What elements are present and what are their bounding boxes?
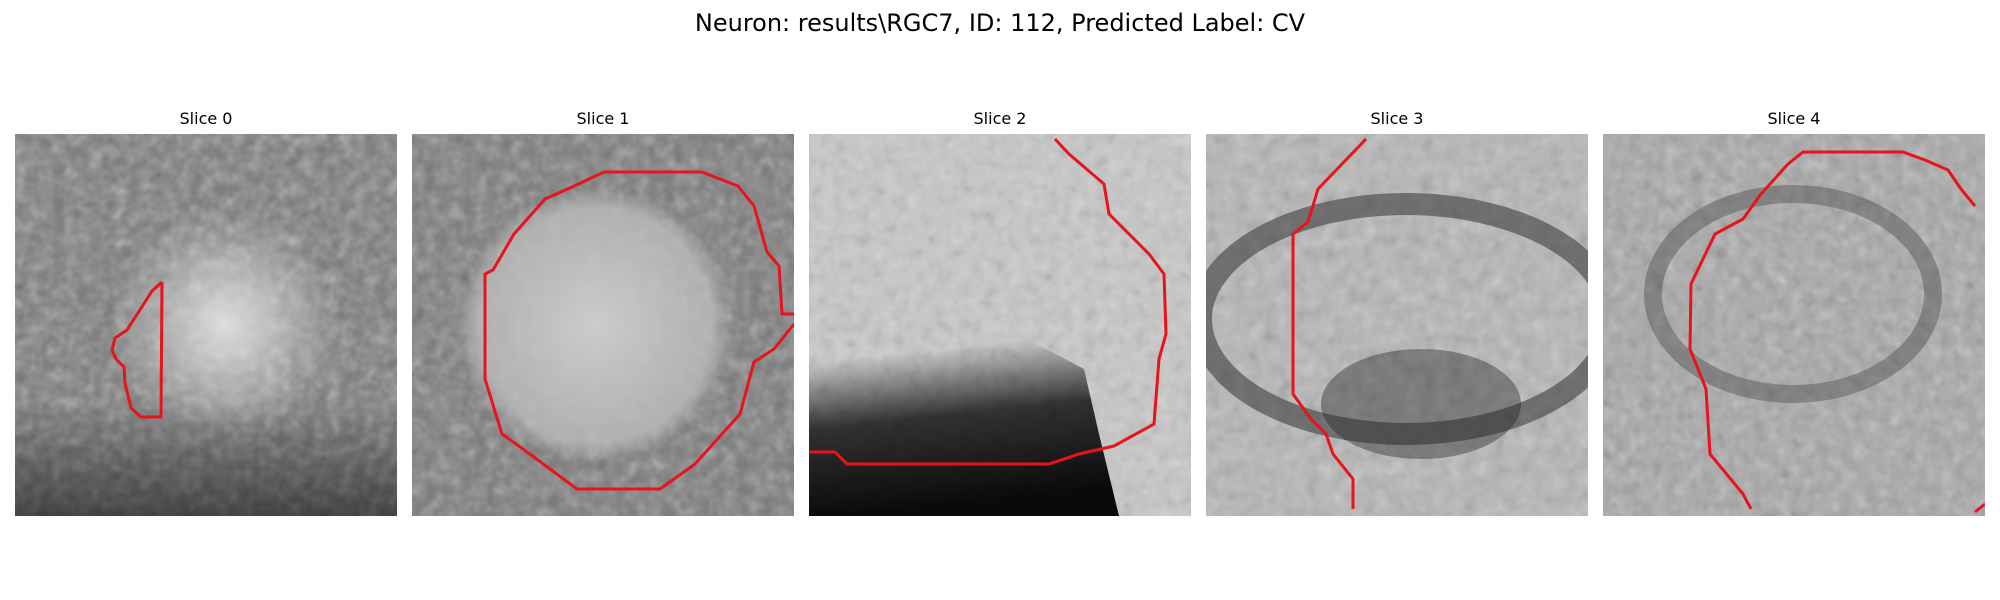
slice-4-contour-edge xyxy=(1974,502,1985,514)
slice-1-image xyxy=(412,134,794,516)
slice-3-dark-core xyxy=(1321,349,1521,459)
slice-0-image xyxy=(15,134,397,516)
slice-3-panel xyxy=(1206,134,1588,516)
slice-0-panel xyxy=(15,134,397,516)
slice-1-title: Slice 1 xyxy=(576,109,630,128)
slice-3-image xyxy=(1206,134,1588,516)
slice-2-image xyxy=(809,134,1191,516)
slice-4-panel xyxy=(1603,134,1985,516)
slice-2-contour xyxy=(809,137,1168,466)
slice-2-dark-region xyxy=(809,294,1119,516)
slice-4-image xyxy=(1603,134,1985,516)
slice-3-title: Slice 3 xyxy=(1370,109,1424,128)
slice-2-panel xyxy=(809,134,1191,516)
slice-4-membrane xyxy=(1644,185,1942,403)
slice-1-panel xyxy=(412,134,794,516)
slice-4-title: Slice 4 xyxy=(1767,109,1821,128)
slice-3-texture xyxy=(1206,134,1588,516)
slice-2-title: Slice 2 xyxy=(973,109,1027,128)
slice-3-contour xyxy=(1291,137,1368,509)
slice-1-cell-body xyxy=(412,134,794,516)
slice-0-contour xyxy=(110,280,164,419)
slice-3-membrane xyxy=(1206,193,1588,445)
figure-title: Neuron: results\RGC7, ID: 112, Predicted… xyxy=(694,9,1306,37)
slice-4-texture xyxy=(1603,134,1985,516)
slice-4-contour xyxy=(1688,150,1977,510)
slice-1-contour xyxy=(483,170,794,491)
slice-0-title: Slice 0 xyxy=(179,109,233,128)
